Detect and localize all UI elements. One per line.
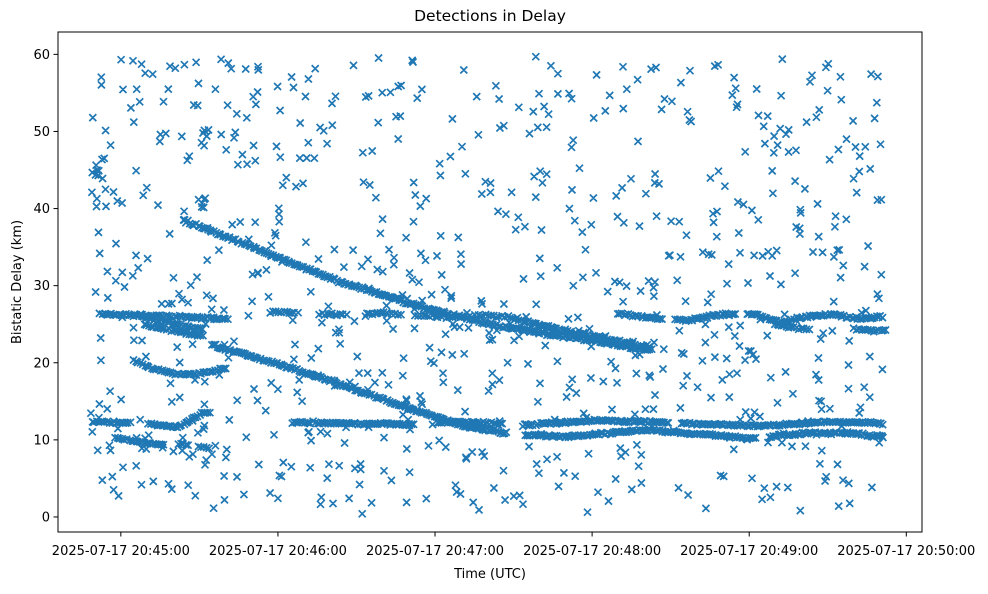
scatter-points [86, 52, 890, 518]
x-axis-ticks: 2025-07-17 20:45:00 2025-07-17 20:46:00 20… [52, 532, 975, 559]
plot-frame [57, 31, 923, 533]
y-axis-ticks: 0 10 20 30 40 50 60 [33, 48, 58, 525]
y-axis-label: Bistatic Delay (km) [10, 220, 25, 344]
y-tick-label: 50 [33, 125, 50, 140]
x-tick-label: 2025-07-17 20:49:00 [680, 544, 818, 559]
y-tick-label: 20 [33, 356, 50, 371]
x-tick-label: 2025-07-17 20:50:00 [837, 544, 975, 559]
y-tick-label: 0 [42, 510, 50, 525]
x-tick-label: 2025-07-17 20:46:00 [209, 544, 347, 559]
x-tick-label: 2025-07-17 20:48:00 [523, 544, 661, 559]
y-tick-label: 40 [33, 202, 50, 217]
scatter-points-layer [86, 52, 890, 518]
chart-title: Detections in Delay [414, 7, 566, 25]
x-tick-label: 2025-07-17 20:45:00 [52, 544, 190, 559]
x-axis-label: Time (UTC) [453, 567, 526, 582]
y-tick-label: 10 [33, 433, 50, 448]
y-tick-label: 60 [33, 48, 50, 63]
y-tick-label: 30 [33, 279, 50, 294]
x-tick-label: 2025-07-17 20:47:00 [366, 544, 504, 559]
